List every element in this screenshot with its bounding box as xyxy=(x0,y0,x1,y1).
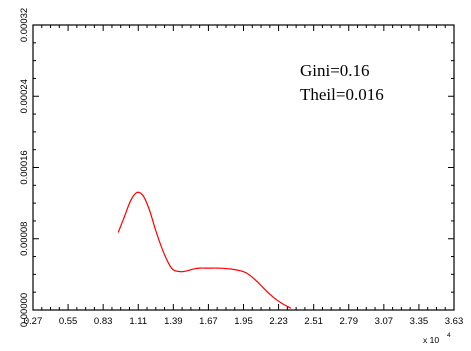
x-axis-ticks xyxy=(32,25,455,310)
plot-frame xyxy=(32,24,455,311)
x-axis-tick-labels: 0.27 0.55 0.83 1.11 1.39 1.67 1.95 2.23 2.51 2.79… xyxy=(24,316,464,327)
series-line xyxy=(117,191,292,309)
y-tick-label: 0.00016 xyxy=(19,150,30,184)
y-axis-ticks xyxy=(33,24,454,311)
x-tick-label: 0.27 xyxy=(24,316,43,327)
y-tick-label: 0.00024 xyxy=(19,79,30,113)
annotation-theil: Theil=0.016 xyxy=(300,85,384,104)
y-tick-label: 0.00000 xyxy=(19,293,30,327)
x-tick-label: 2.51 xyxy=(304,316,323,327)
x-tick-label: 0.55 xyxy=(59,316,78,327)
y-tick-label: 0.00032 xyxy=(19,8,30,42)
x-multiplier-exponent: 4 xyxy=(447,332,451,339)
x-tick-label: 2.23 xyxy=(269,316,288,327)
x-tick-label: 1.67 xyxy=(199,316,218,327)
x-tick-label: 3.35 xyxy=(410,316,429,327)
x-multiplier-label: x 10 xyxy=(423,335,439,345)
annotation-gini: Gini=0.16 xyxy=(300,61,370,80)
x-tick-label: 3.07 xyxy=(375,316,394,327)
x-tick-label: 1.39 xyxy=(164,316,183,327)
x-tick-label: 1.11 xyxy=(129,316,147,327)
x-tick-label: 2.79 xyxy=(340,316,359,327)
y-axis-tick-labels: 0.00000 0.00008 0.00016 0.00024 0.00032 xyxy=(19,8,30,327)
x-tick-label: 3.63 xyxy=(445,316,464,327)
x-tick-label: 1.95 xyxy=(234,316,253,327)
y-tick-label: 0.00008 xyxy=(19,222,30,256)
x-tick-label: 0.83 xyxy=(94,316,113,327)
